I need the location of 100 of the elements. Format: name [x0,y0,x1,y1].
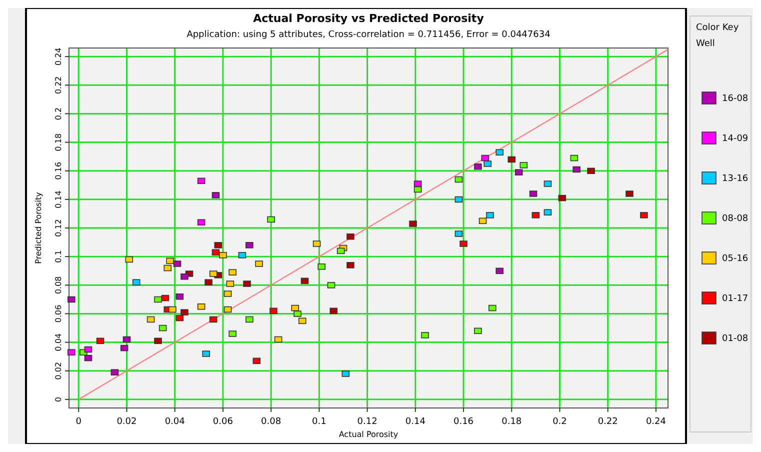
point [558,194,566,202]
x-tick-label: 0.22 [598,417,618,427]
point [414,180,422,187]
point [454,230,463,237]
legend-title: Well [696,39,715,49]
point [544,180,552,187]
y-tick-label: 0.18 [54,133,63,152]
point [166,258,174,264]
point [327,282,336,288]
x-tick-label: 0.18 [502,417,522,427]
point [529,190,538,197]
point [197,303,206,310]
point [209,316,218,323]
point [342,370,350,377]
y-tick-label: 0.02 [54,362,63,380]
point [146,316,155,323]
point [474,328,482,334]
x-tick-label: 0.12 [357,417,378,427]
point [176,314,184,322]
y-tick-label: 0.06 [54,304,63,323]
point [587,168,595,174]
x-tick-label: 0 [76,417,82,427]
point [120,344,128,352]
point [532,212,540,218]
point [176,293,184,300]
point [267,216,275,223]
point [173,260,182,267]
point [243,280,251,287]
point [209,270,218,277]
point [298,318,306,324]
point [197,178,206,184]
point [197,219,206,226]
x-tick-label: 0.08 [261,417,282,427]
point [246,316,254,323]
point [246,242,254,248]
x-tick-label: 0.04 [164,417,186,427]
point [158,324,167,332]
x-tick-label: 0.06 [212,417,234,427]
point [496,149,504,156]
point [294,310,302,317]
point [336,248,345,254]
point [300,278,309,284]
legend-label: 14-09 [722,134,748,144]
point [270,308,278,314]
point [84,354,92,362]
point [212,192,220,198]
point [291,304,300,312]
point [454,176,463,183]
point [496,268,504,274]
x-tick-label: 0.14 [405,417,426,427]
point [154,296,162,303]
y-tick-label: 0.08 [54,276,63,294]
point [110,369,119,376]
point [486,212,494,218]
point [154,338,162,344]
point [212,249,220,256]
point [238,252,246,258]
chart-title: Actual Porosity vs Predicted Porosity [253,12,484,25]
point [68,349,76,356]
point [312,240,321,247]
x-tick-label: 0.2 [552,417,567,427]
y-tick-label: 0.2 [54,107,63,120]
point [640,212,648,218]
point [409,220,417,227]
point [514,169,523,176]
x-tick-label: 0.24 [646,417,666,427]
point [346,233,354,240]
point [544,209,552,216]
y-tick-label: 0.22 [54,76,63,94]
y-tick-label: 0.04 [54,333,63,352]
y-axis-title: Predicted Porosity [34,192,43,264]
legend-label: 16-08 [722,94,748,104]
point [224,290,232,297]
y-tick-label: 0 [54,396,63,402]
legend-label: 05-16 [722,254,748,264]
point [96,338,104,344]
point [330,308,338,314]
point [274,336,282,343]
chart-subtitle: Application: using 5 attributes, Cross-correlation = 0.711456, Error = 0.0447634 [186,30,551,40]
point [180,309,188,316]
point [421,332,429,338]
point [202,350,210,357]
point [488,304,496,312]
point [226,280,234,287]
point [252,358,261,364]
point [168,306,176,313]
point [481,154,490,162]
y-tick-label: 0.12 [54,219,63,237]
point [122,336,131,343]
point [460,240,468,247]
x-tick-label: 0.1 [312,417,326,427]
point [255,260,263,267]
legend-label: 13-16 [722,174,748,184]
x-tick-label: 0.16 [454,417,474,427]
point [520,162,528,168]
point [84,346,92,353]
y-tick-label: 0.16 [54,162,63,180]
legend-label: 01-17 [722,294,748,304]
point [626,190,634,197]
point [228,330,236,337]
